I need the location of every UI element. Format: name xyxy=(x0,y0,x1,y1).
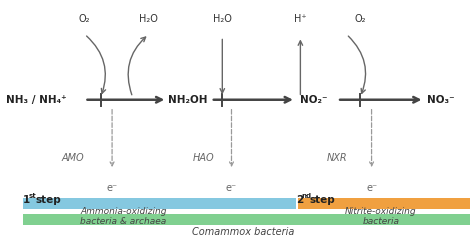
Text: step: step xyxy=(310,195,335,205)
Text: e⁻: e⁻ xyxy=(226,183,237,193)
Bar xyxy=(23,214,470,225)
Text: 1: 1 xyxy=(23,195,30,205)
Text: NO₂⁻: NO₂⁻ xyxy=(301,95,328,105)
Text: H⁺: H⁺ xyxy=(294,14,307,24)
Text: Comammox bacteria: Comammox bacteria xyxy=(192,227,294,237)
Text: st: st xyxy=(28,193,36,200)
Text: NO₃⁻: NO₃⁻ xyxy=(427,95,454,105)
Text: H₂O: H₂O xyxy=(213,14,232,24)
Text: e⁻: e⁻ xyxy=(107,183,118,193)
Text: Nitrite-oxidizing
bacteria: Nitrite-oxidizing bacteria xyxy=(345,207,417,226)
Text: HAO: HAO xyxy=(193,153,215,163)
Text: AMO: AMO xyxy=(62,153,84,163)
Bar xyxy=(23,198,296,209)
Text: Ammonia-oxidizing
bacteria & archaea: Ammonia-oxidizing bacteria & archaea xyxy=(80,207,167,226)
Text: NXR: NXR xyxy=(327,153,347,163)
Text: NH₂OH: NH₂OH xyxy=(168,95,208,105)
Bar xyxy=(298,198,470,209)
Text: step: step xyxy=(36,195,62,205)
Text: O₂: O₂ xyxy=(79,14,90,24)
Text: NH₃ / NH₄⁺: NH₃ / NH₄⁺ xyxy=(6,95,67,105)
Text: O₂: O₂ xyxy=(355,14,366,24)
Text: e⁻: e⁻ xyxy=(366,183,377,193)
Text: 2: 2 xyxy=(296,195,303,205)
Text: nd: nd xyxy=(302,193,312,200)
Text: H₂O: H₂O xyxy=(139,14,158,24)
